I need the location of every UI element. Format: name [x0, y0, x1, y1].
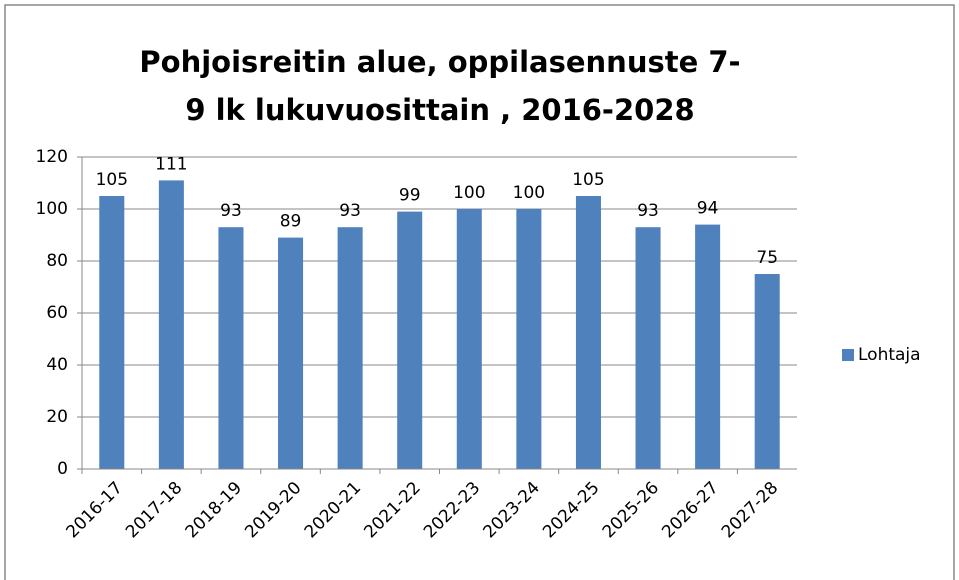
- bar: [695, 224, 721, 469]
- bar: [456, 209, 482, 469]
- bar: [397, 211, 423, 469]
- y-tick-label: 0: [57, 459, 68, 479]
- y-tick-label: 20: [46, 407, 68, 427]
- data-label: 94: [697, 199, 719, 219]
- data-label: 105: [96, 170, 128, 190]
- bar: [754, 274, 780, 469]
- data-label: 100: [453, 183, 485, 203]
- legend-swatch: [842, 349, 854, 361]
- data-label: 93: [339, 201, 361, 221]
- data-label: 93: [637, 201, 659, 221]
- bar: [516, 209, 542, 469]
- y-tick-label: 120: [36, 147, 68, 167]
- y-tick-label: 80: [46, 251, 68, 271]
- y-tick-label: 40: [46, 355, 68, 375]
- data-label: 99: [399, 186, 421, 206]
- bar: [218, 227, 244, 469]
- data-label: 89: [280, 212, 302, 232]
- data-label: 93: [220, 201, 242, 221]
- chart-title: Pohjoisreitin alue, oppilasennuste 7-9 l…: [139, 45, 741, 127]
- data-label: 75: [756, 248, 778, 268]
- bar: [278, 237, 304, 469]
- data-label: 100: [513, 183, 545, 203]
- y-tick-label: 60: [46, 303, 68, 323]
- data-label: 111: [155, 154, 187, 174]
- bar: [99, 196, 125, 469]
- y-tick-label: 100: [36, 199, 68, 219]
- bar: [635, 227, 661, 469]
- bar: [575, 196, 601, 469]
- legend-label: Lohtaja: [858, 345, 921, 365]
- bar: [158, 180, 184, 469]
- data-label: 105: [572, 170, 604, 190]
- bar: [337, 227, 363, 469]
